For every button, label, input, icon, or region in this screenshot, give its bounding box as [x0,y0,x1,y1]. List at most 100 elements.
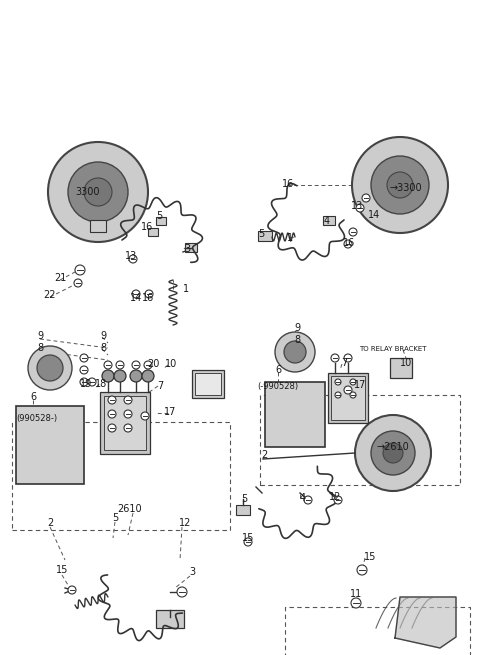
Bar [258,231,272,241]
Circle shape [132,361,140,369]
Text: TO RELAY BRACKET: TO RELAY BRACKET [359,346,427,352]
Text: 15: 15 [364,552,376,562]
Text: 13: 13 [125,251,137,261]
Text: 16: 16 [142,293,154,303]
Bar [156,610,184,628]
Text: 18: 18 [95,379,107,389]
Circle shape [144,361,152,369]
Bar [260,395,460,485]
Text: 12: 12 [179,518,191,528]
Circle shape [124,410,132,418]
Circle shape [371,156,429,214]
Circle shape [37,355,63,381]
Bar [331,376,365,420]
Bar [12,422,230,530]
Text: 4: 4 [300,493,306,503]
Bar [265,382,325,447]
Circle shape [68,162,128,222]
Circle shape [334,496,342,504]
Text: 11: 11 [350,589,362,599]
Text: 5: 5 [156,211,162,221]
Text: 2610: 2610 [118,504,142,514]
Text: 20: 20 [147,359,159,369]
Text: 4: 4 [324,216,330,226]
Circle shape [132,290,140,298]
Circle shape [104,361,112,369]
Text: 15: 15 [242,533,254,543]
Text: 3: 3 [184,244,190,254]
Text: 2: 2 [47,518,53,528]
Text: 6: 6 [275,365,281,375]
Bar [185,243,197,252]
Circle shape [102,370,114,382]
Text: 7: 7 [157,381,163,391]
Text: 10: 10 [400,358,412,368]
Circle shape [350,392,356,398]
Bar [195,373,221,395]
Bar [285,607,470,655]
Text: 6: 6 [30,392,36,402]
Circle shape [177,587,187,597]
Text: 17: 17 [354,380,366,390]
Circle shape [304,496,312,504]
Text: 9: 9 [37,331,43,341]
Bar [323,216,335,225]
Circle shape [124,396,132,404]
Circle shape [145,290,153,298]
Text: 1: 1 [287,233,293,243]
Text: 14: 14 [130,293,142,303]
Text: (-990528): (-990528) [257,383,299,392]
Text: 3300: 3300 [76,187,100,197]
Circle shape [357,565,367,575]
Circle shape [344,386,352,394]
Text: 17: 17 [164,407,176,417]
Text: 1: 1 [183,284,189,294]
Circle shape [141,412,149,420]
Text: 13: 13 [351,201,363,211]
Circle shape [344,240,352,248]
Text: 14: 14 [368,210,380,220]
Bar [390,358,412,378]
Text: 3: 3 [189,567,195,577]
Text: 12: 12 [329,492,341,502]
Circle shape [356,204,364,212]
Text: →2610: →2610 [377,442,409,452]
Text: 5: 5 [241,494,247,504]
Text: 7: 7 [341,358,347,368]
Circle shape [362,194,370,202]
Text: 21: 21 [54,273,66,283]
Text: 16: 16 [282,179,294,189]
Text: 8: 8 [37,343,43,353]
Text: 15: 15 [56,565,68,575]
Circle shape [88,378,96,386]
Circle shape [275,332,315,372]
Circle shape [68,586,76,594]
Circle shape [116,361,124,369]
Circle shape [352,137,448,233]
Text: (990528-): (990528-) [16,413,58,422]
Bar [16,406,84,484]
Bar [100,392,150,454]
Circle shape [80,378,88,386]
Circle shape [75,265,85,275]
Circle shape [351,598,361,608]
Circle shape [84,178,112,206]
Text: →3300: →3300 [390,183,422,193]
Text: 16: 16 [343,238,355,248]
Polygon shape [395,597,456,648]
Text: 19: 19 [80,379,92,389]
Bar [156,217,166,225]
Circle shape [124,424,132,432]
Circle shape [344,354,352,362]
Circle shape [108,396,116,404]
Circle shape [335,392,341,398]
Bar [148,228,158,236]
Bar [328,373,368,423]
Text: 8: 8 [294,335,300,345]
Text: 8: 8 [100,343,106,353]
Text: 16: 16 [141,222,153,232]
Bar [90,220,106,232]
Text: 22: 22 [44,290,56,300]
Circle shape [48,142,148,242]
Bar [104,396,146,450]
